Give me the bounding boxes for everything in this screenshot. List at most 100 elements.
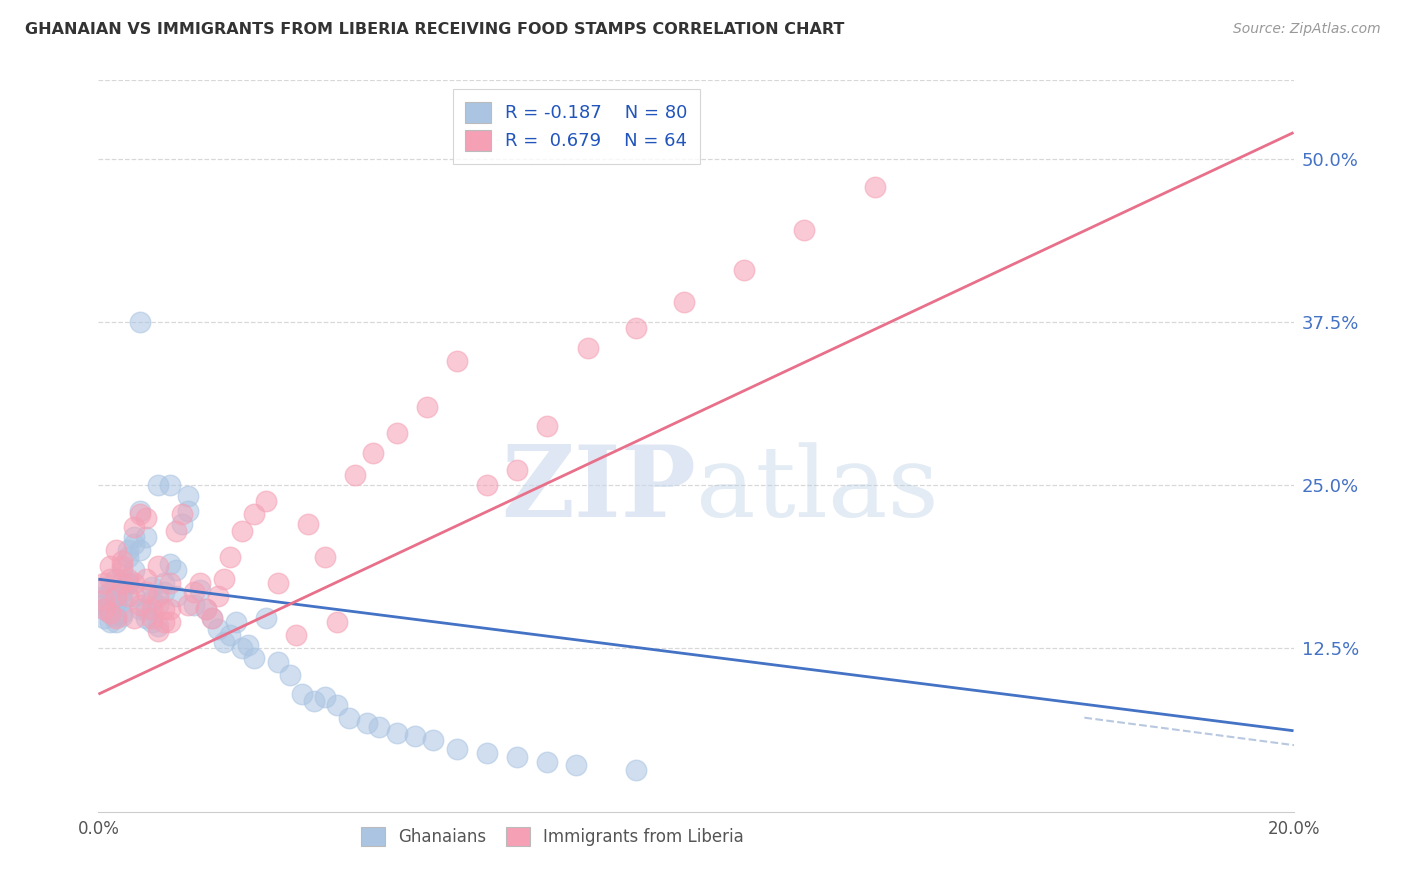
Point (124, 576, 146, 591)
Legend: Ghanaians, Immigrants from Liberia: Ghanaians, Immigrants from Liberia (353, 819, 752, 855)
Point (135, 585, 157, 599)
Point (111, 608, 134, 623)
Point (201, 611, 224, 625)
Point (159, 615, 181, 630)
Point (117, 576, 139, 591)
Point (98, 602, 122, 616)
Point (212, 572, 235, 586)
Point (124, 520, 146, 534)
Point (93, 599, 115, 613)
Point (135, 572, 157, 586)
Point (195, 602, 218, 616)
Point (159, 576, 181, 591)
Point (673, 295, 696, 310)
Point (475, 478, 498, 492)
Point (105, 589, 128, 603)
Point (231, 524, 253, 538)
Point (93, 593, 115, 607)
Point (105, 572, 128, 586)
Point (219, 549, 242, 564)
Point (356, 715, 378, 730)
Point (165, 524, 187, 538)
Point (219, 628, 242, 642)
Point (565, 757, 588, 772)
Point (243, 507, 266, 521)
Point (254, 494, 277, 508)
Point (124, 611, 146, 625)
Point (117, 549, 139, 564)
Point (284, 628, 307, 642)
Point (141, 615, 163, 630)
Point (159, 602, 181, 616)
Point (865, 180, 887, 194)
Point (626, 321, 648, 335)
Point (111, 559, 134, 574)
Point (231, 641, 253, 656)
Point (363, 445, 385, 459)
Point (172, 507, 194, 521)
Point (135, 511, 157, 525)
Point (267, 576, 290, 591)
Point (536, 419, 558, 434)
Text: ZIP: ZIP (501, 442, 696, 539)
Point (148, 559, 170, 574)
Point (404, 729, 426, 743)
Point (446, 742, 468, 756)
Point (148, 478, 170, 492)
Point (148, 619, 170, 633)
Point (254, 611, 277, 625)
Point (183, 599, 205, 613)
Point (93, 580, 115, 594)
Point (297, 517, 319, 532)
Point (98, 572, 122, 586)
Point (105, 608, 128, 623)
Point (124, 530, 146, 544)
Point (159, 557, 181, 571)
Point (177, 599, 200, 613)
Point (117, 572, 139, 586)
Point (236, 638, 259, 652)
Point (105, 589, 128, 603)
Point (188, 576, 211, 591)
Point (148, 599, 170, 613)
Point (207, 589, 229, 603)
Point (93, 602, 115, 616)
Point (98, 606, 122, 620)
Point (135, 611, 157, 625)
Point (506, 749, 529, 764)
Point (626, 763, 648, 777)
Point (117, 589, 139, 603)
Point (416, 400, 439, 414)
Point (153, 615, 176, 630)
Point (129, 504, 152, 518)
Point (93, 611, 115, 625)
Point (141, 602, 163, 616)
Point (165, 589, 187, 603)
Point (129, 543, 152, 558)
Point (177, 489, 200, 503)
Point (385, 726, 409, 740)
Point (98, 596, 122, 610)
Point (475, 746, 498, 760)
Point (326, 615, 349, 630)
Point (111, 554, 134, 568)
Point (195, 602, 218, 616)
Point (267, 655, 290, 669)
Point (98, 559, 122, 574)
Text: atlas: atlas (696, 442, 939, 538)
Point (225, 615, 247, 630)
Point (153, 576, 176, 591)
Point (148, 589, 170, 603)
Point (98, 585, 122, 599)
Point (243, 650, 266, 665)
Point (129, 315, 152, 329)
Point (153, 585, 176, 599)
Point (148, 624, 170, 639)
Point (212, 635, 235, 649)
Point (506, 462, 529, 476)
Point (315, 549, 337, 564)
Point (124, 537, 146, 551)
Point (153, 602, 176, 616)
Point (793, 223, 815, 237)
Point (733, 262, 755, 277)
